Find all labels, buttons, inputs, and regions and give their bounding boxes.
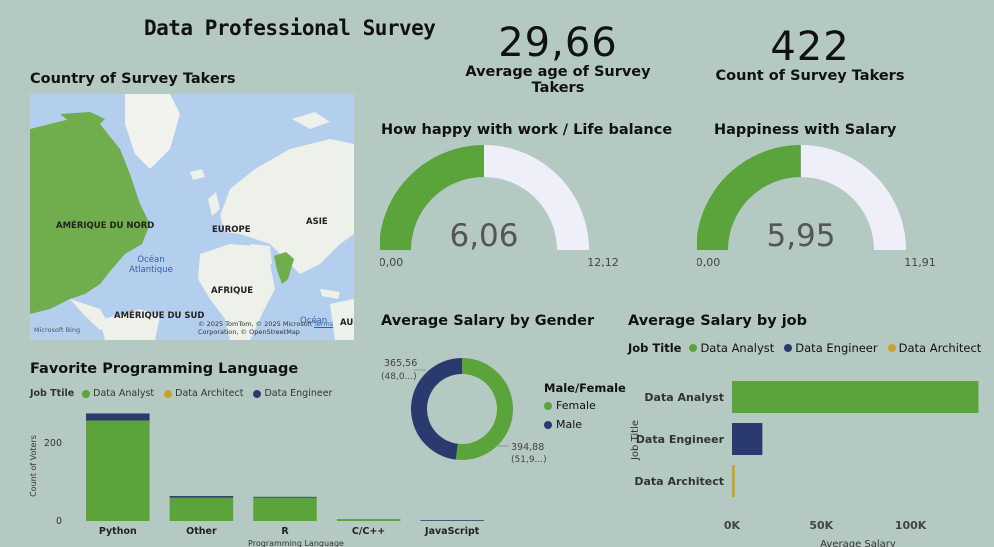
job-legend-architect[interactable]: Data Architect bbox=[887, 341, 981, 355]
gauge-fill-arc bbox=[697, 145, 801, 250]
job-salary-bar-chart: Job Title Data Analyst Data Engineer Data A… bbox=[630, 381, 979, 547]
gauge-fill-arc bbox=[380, 145, 484, 250]
lang-y-tick: 200 bbox=[44, 438, 62, 449]
lang-legend-analyst[interactable]: Data Analyst bbox=[82, 388, 154, 399]
legend-male[interactable]: Male bbox=[544, 418, 626, 431]
gauge-rest-arc bbox=[484, 145, 589, 250]
job-legend-analyst[interactable]: Data Analyst bbox=[689, 341, 774, 355]
job-y-tick: Data Analyst bbox=[644, 391, 724, 404]
language-bar-chart: Count of Voters 0 200 Python Other R C/C++ Java… bbox=[29, 413, 484, 547]
gauge-worklife: 6,06 0,00 12,12 bbox=[380, 145, 619, 269]
lang-x-tick: R bbox=[281, 526, 289, 537]
job-x-tick: 100K bbox=[895, 519, 927, 532]
job-legend: Job Title Data Analyst Data Engineer Dat… bbox=[628, 341, 987, 355]
lang-y-axis-label: Count of Voters bbox=[29, 435, 38, 497]
kpi-age-label: Average age of Survey Takers bbox=[465, 64, 651, 96]
job-legend-title: Job Title bbox=[628, 341, 682, 355]
lang-bar-other-data-analyst bbox=[169, 497, 234, 521]
india-shape bbox=[274, 252, 294, 284]
kpi-average-age: 29,66 Average age of Survey Takers bbox=[440, 20, 676, 96]
world-map-graphic bbox=[30, 94, 354, 340]
lang-x-tick: Python bbox=[99, 526, 137, 537]
donut-label-male-pct: (48,0...) bbox=[381, 372, 417, 382]
lang-chart-title: Favorite Programming Language bbox=[30, 361, 299, 377]
gauge-salary: 5,95 0,00 11,91 bbox=[697, 145, 936, 269]
lang-bar-r-data-engineer bbox=[253, 496, 317, 498]
survey-country-map[interactable]: AMÉRIQUE DU NORD EUROPE ASIE AFRIQUE AMÉ… bbox=[30, 94, 354, 340]
gauge-min-label: 0,00 bbox=[697, 256, 720, 269]
lang-x-tick: JavaScript bbox=[424, 526, 480, 537]
eurasia-shape bbox=[220, 139, 354, 274]
donut-legend-title: Male/Female bbox=[544, 381, 626, 395]
label-north-america: AMÉRIQUE DU NORD bbox=[56, 221, 155, 231]
gauge-max-label: 11,91 bbox=[904, 256, 936, 269]
label-atlantic-ocean: Océan Atlantique bbox=[129, 255, 173, 275]
north-america-shape bbox=[30, 119, 150, 314]
job-x-tick: 50K bbox=[809, 519, 833, 532]
job-x-tick: 0K bbox=[724, 519, 741, 532]
greenland-shape bbox=[125, 94, 180, 169]
donut-label-female-pct: (51,9...) bbox=[511, 455, 547, 465]
salary-gender-donut: 394,88 (51,9...) 365,56 (48,0...) bbox=[381, 358, 547, 465]
donut-label-female-value: 394,88 bbox=[511, 442, 544, 453]
female-dot bbox=[544, 401, 552, 410]
map-terms-link[interactable]: Terms bbox=[314, 320, 334, 328]
gauge-value-label: 5,95 bbox=[766, 218, 835, 254]
lang-bar-python-data-engineer bbox=[86, 413, 150, 421]
lang-x-tick: C/C++ bbox=[352, 526, 385, 537]
lang-legend: Job Ttile Data Analyst Data Architect Da… bbox=[30, 388, 338, 399]
label-africa: AFRIQUE bbox=[211, 286, 254, 296]
south-america-shape bbox=[100, 309, 160, 340]
kpi-count-value: 422 bbox=[770, 24, 850, 70]
map-title: Country of Survey Takers bbox=[30, 71, 236, 87]
job-bar-data-engineer bbox=[732, 423, 763, 455]
kpi-age-value: 29,66 bbox=[498, 20, 618, 66]
male-dot bbox=[544, 420, 552, 429]
donut-label-male-value: 365,56 bbox=[384, 358, 417, 369]
lang-legend-engineer[interactable]: Data Engineer bbox=[253, 388, 332, 399]
job-bar-data-architect bbox=[732, 465, 735, 497]
lang-bar-javascript-data-engineer bbox=[420, 520, 484, 521]
job-y-tick: Data Engineer bbox=[636, 433, 725, 446]
donut-legend: Male/Female Female Male bbox=[544, 381, 626, 431]
job-y-axis-label: Job Title bbox=[630, 420, 641, 461]
bing-logo: Microsoft Bing bbox=[34, 326, 81, 334]
gauge-min-label: 0,00 bbox=[380, 256, 403, 269]
donut-title: Average Salary by Gender bbox=[381, 313, 595, 329]
lang-legend-title: Job Ttile bbox=[30, 388, 75, 399]
lang-bar-cc-data-analyst bbox=[336, 519, 401, 521]
gauge-max-label: 12,12 bbox=[587, 256, 619, 269]
lang-y-tick: 0 bbox=[56, 516, 62, 527]
legend-female-label: Female bbox=[556, 399, 596, 412]
lang-x-axis-label: Programming Language bbox=[248, 539, 344, 547]
label-asia: ASIE bbox=[306, 217, 328, 227]
job-x-axis-label: Average Salary bbox=[820, 539, 896, 547]
lang-bar-r-data-analyst bbox=[253, 497, 317, 521]
job-bar-data-analyst bbox=[732, 381, 979, 413]
job-legend-engineer[interactable]: Data Engineer bbox=[784, 341, 878, 355]
job-chart-title: Average Salary by job bbox=[628, 313, 808, 329]
label-australia: AUS bbox=[340, 318, 354, 328]
legend-male-label: Male bbox=[556, 418, 583, 431]
gauge-rest-arc bbox=[800, 145, 906, 250]
label-europe: EUROPE bbox=[212, 225, 251, 235]
donut-slice-male bbox=[411, 358, 462, 460]
map-attribution: © 2025 TomTom, © 2025 Microsoft Corporat… bbox=[198, 320, 313, 336]
africa-shape bbox=[198, 244, 275, 340]
kpi-count: 422 Count of Survey Takers bbox=[700, 24, 920, 84]
lang-bar-other-data-engineer bbox=[169, 496, 234, 498]
lang-bar-python-data-analyst bbox=[86, 420, 150, 521]
gauge-value-label: 6,06 bbox=[449, 218, 518, 254]
legend-female[interactable]: Female bbox=[544, 399, 626, 412]
lang-legend-architect[interactable]: Data Architect bbox=[164, 388, 243, 399]
gauge-salary-title: Happiness with Salary bbox=[714, 122, 897, 138]
kpi-count-label: Count of Survey Takers bbox=[715, 68, 905, 84]
lang-x-tick: Other bbox=[186, 526, 217, 537]
donut-slice-female bbox=[455, 358, 513, 460]
label-ocean-2: Océan bbox=[300, 316, 328, 326]
gauge-worklife-title: How happy with work / Life balance bbox=[381, 122, 673, 138]
label-south-america: AMÉRIQUE DU SUD bbox=[114, 311, 205, 321]
job-y-tick: Data Architect bbox=[634, 475, 724, 488]
dashboard-title: Data Professional Survey bbox=[144, 16, 436, 40]
